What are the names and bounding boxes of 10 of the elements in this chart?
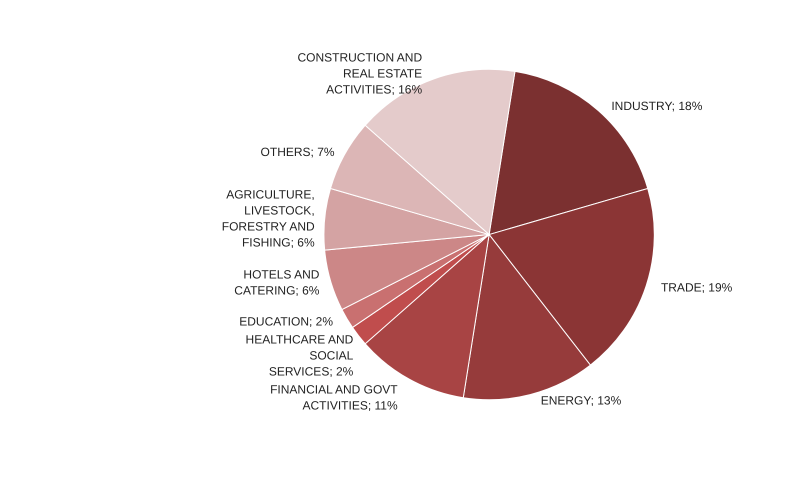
slice-label: INDUSTRY; 18% bbox=[611, 99, 703, 114]
slice-label: HEALTHCARE AND SOCIAL SERVICES; 2% bbox=[246, 332, 354, 379]
slice-label: ENERGY; 13% bbox=[540, 393, 622, 408]
slice-label: OTHERS; 7% bbox=[260, 145, 335, 160]
slice-label: CONSTRUCTION AND REAL ESTATE ACTIVITIES; 16% bbox=[297, 50, 422, 96]
slice-label: HOTELS AND CATERING; 6% bbox=[234, 267, 320, 298]
slice-label: TRADE; 19% bbox=[660, 280, 733, 294]
slice-label: AGRICULTURE, LIVESTOCK, FORESTRY AND FISHING; 6% bbox=[222, 187, 315, 250]
slice-label: EDUCATION; 2% bbox=[239, 314, 334, 329]
slice-label: FINANCIAL AND GOVT ACTIVITIES; 11% bbox=[270, 382, 398, 413]
